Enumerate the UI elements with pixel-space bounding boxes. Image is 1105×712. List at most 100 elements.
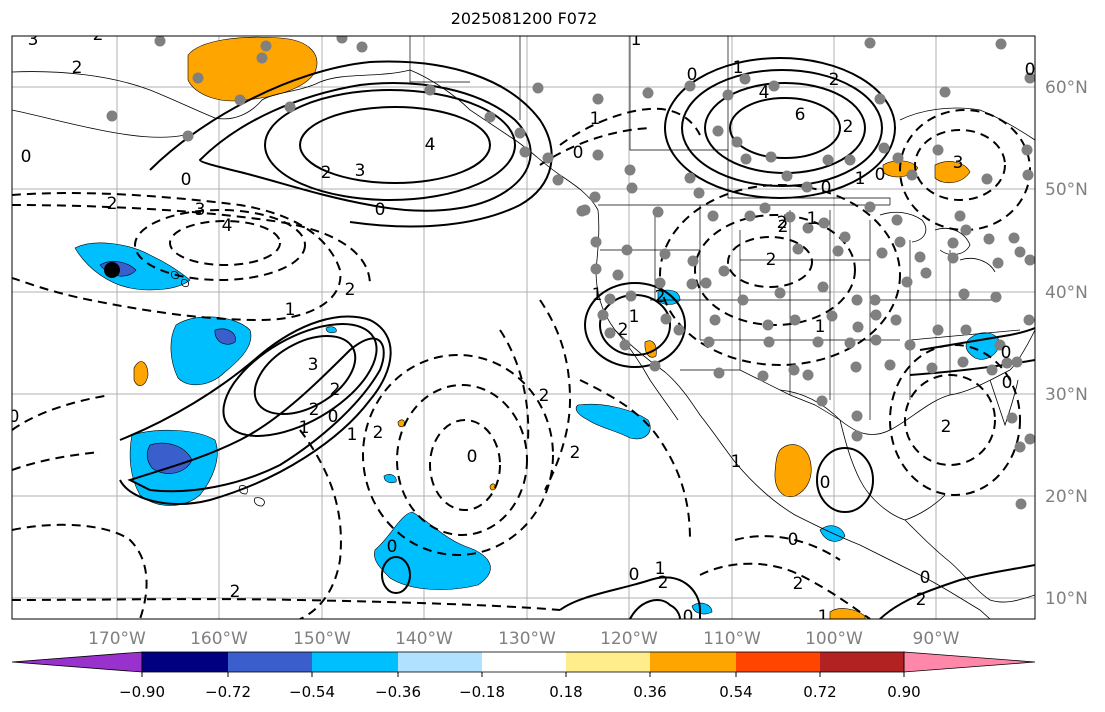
station-dot	[906, 169, 918, 181]
contour-label: 2	[658, 573, 669, 593]
station-dot	[890, 314, 902, 326]
colorbar-tick-label: −0.72	[205, 683, 251, 701]
station-dot	[590, 263, 602, 275]
station-dot	[1023, 314, 1035, 326]
station-dot	[878, 142, 890, 154]
station-dot	[774, 287, 786, 299]
positive-anomaly-mexico	[774, 444, 812, 498]
contour-label: 2	[618, 320, 629, 340]
contour-label: 4	[222, 216, 233, 236]
contour-label: 1	[592, 285, 603, 305]
station-dot	[901, 276, 913, 288]
station-dot	[812, 336, 824, 348]
station-dot	[684, 172, 696, 184]
contour-label: 2	[916, 590, 927, 610]
positive-anomaly-ontario	[934, 161, 971, 184]
contour-label: 4	[759, 83, 770, 103]
station-dot	[707, 210, 719, 222]
station-dot	[995, 38, 1007, 50]
station-dot	[947, 237, 959, 249]
contour-label: 2	[330, 380, 341, 400]
map-title: 2025081200 F072	[450, 9, 598, 28]
contour-label: 2	[941, 417, 952, 437]
station-dot	[709, 314, 721, 326]
colorbar-segment	[312, 652, 398, 672]
station-dot	[992, 257, 1004, 269]
contour-label: 2	[93, 25, 104, 45]
contour-label: 2	[766, 250, 777, 270]
contour-label: 1	[629, 307, 640, 327]
contour-label: 3	[28, 30, 39, 50]
highlight-station	[104, 262, 120, 278]
station-dot	[768, 80, 780, 92]
colorbar: −0.90 −0.72 −0.54 −0.36 −0.18 0.18 0.36 0.54 0.7…	[11, 651, 1036, 701]
station-dot	[356, 41, 368, 53]
station-dot	[818, 217, 830, 229]
station-dot	[960, 324, 972, 336]
contour-label: 0	[573, 143, 584, 163]
station-dot	[851, 294, 863, 306]
longitude-tick-label: 140°W	[395, 629, 453, 649]
negative-anomaly-south	[374, 511, 491, 590]
contour-label: 1	[655, 559, 666, 579]
station-dot	[994, 339, 1006, 351]
contour-label: 2	[321, 163, 332, 183]
station-dot	[947, 252, 959, 264]
station-dot	[788, 364, 800, 376]
station-dot	[722, 89, 734, 101]
station-dot	[832, 245, 844, 257]
colorbar-tick-label: −0.54	[289, 683, 335, 701]
longitude-tick-label: 130°W	[498, 629, 556, 649]
colorbar-extend-min	[11, 651, 143, 673]
station-dot	[621, 244, 633, 256]
station-dot	[654, 277, 666, 289]
contour-label: 2	[570, 443, 581, 463]
station-dot	[625, 290, 637, 302]
station-dot	[1008, 232, 1020, 244]
station-dot	[1015, 498, 1027, 510]
station-dot	[864, 201, 876, 213]
colorbar-segment	[482, 652, 566, 672]
longitude-tick-label: 170°W	[88, 629, 146, 649]
contour-label: 2	[778, 217, 789, 237]
contour-label: 2	[539, 386, 550, 406]
colorbar-segment	[142, 652, 228, 672]
contour-label: 0	[181, 170, 192, 190]
positive-anomaly-tiny-2	[489, 483, 496, 491]
station-dot	[484, 111, 496, 123]
station-dot	[884, 359, 896, 371]
contour-label: 1	[299, 418, 310, 438]
longitude-tick-label: 90°W	[913, 629, 960, 649]
positive-anomaly-south-edge	[829, 608, 866, 619]
contour-label: 0	[687, 65, 698, 85]
station-dot	[960, 224, 972, 236]
station-dot	[781, 170, 793, 182]
station-dot	[844, 337, 856, 349]
station-dot	[763, 336, 775, 348]
latitude-tick-label: 30°N	[1045, 385, 1088, 405]
station-dot	[649, 360, 661, 372]
station-dot	[852, 321, 864, 333]
station-dot	[765, 151, 777, 163]
colorbar-tick-label: 0.90	[887, 683, 920, 701]
station-dot	[816, 395, 828, 407]
station-dot	[234, 94, 246, 106]
station-dot	[784, 211, 796, 223]
contour-label: 1	[855, 169, 866, 189]
station-markers	[106, 36, 1035, 510]
contour-label: 1	[733, 58, 744, 78]
contour-label: 2	[655, 287, 666, 307]
station-dot	[851, 430, 863, 442]
negative-anomaly-central-pacific-core	[214, 328, 236, 345]
station-dot	[590, 236, 602, 248]
contour-label: 0	[629, 565, 640, 585]
station-dot	[802, 369, 814, 381]
colorbar-outline	[141, 651, 905, 673]
colorbar-segment	[650, 652, 736, 672]
station-dot	[759, 202, 771, 214]
station-dot	[932, 144, 944, 156]
station-dot	[920, 267, 932, 279]
graticule	[12, 36, 1035, 619]
positive-anomaly-small-west	[133, 361, 149, 387]
